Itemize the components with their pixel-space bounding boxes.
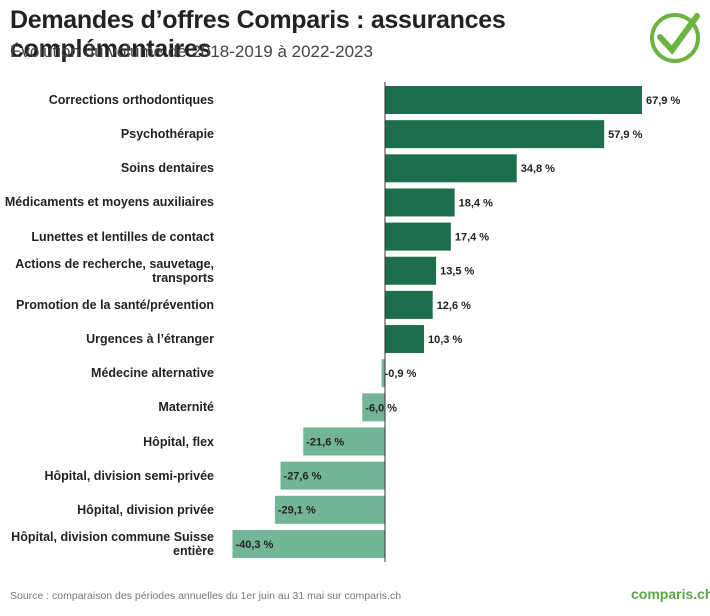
value-label: 18,4 % — [459, 197, 493, 209]
logo: comparis.ch — [631, 586, 710, 602]
bar — [362, 393, 385, 422]
chart-title: Demandes d’offres Comparis : assurances … — [10, 6, 506, 63]
category-label: Hôpital, flex — [143, 434, 214, 449]
value-label: 17,4 % — [455, 232, 489, 244]
category-label: Psychothérapie — [120, 127, 214, 142]
value-label: -29,1 % — [278, 505, 316, 517]
category-label: Hôpital, division privée — [77, 502, 214, 517]
value-label: -0,9 % — [385, 368, 417, 380]
bar — [385, 325, 424, 354]
value-label: 10,3 % — [428, 334, 462, 346]
category-label: Hôpital, division semi-privée — [44, 468, 215, 483]
value-label: -40,3 % — [235, 539, 273, 551]
value-label: 34,8 % — [521, 163, 555, 175]
value-label: -27,6 % — [284, 471, 322, 483]
category-label: Soins dentaires — [120, 161, 214, 176]
bar — [232, 529, 385, 558]
value-label: -21,6 % — [306, 436, 344, 448]
category-label: Promotion de la santé/prévention — [16, 297, 214, 312]
bar — [381, 359, 385, 388]
category-label: Actions de recherche, sauvetage, transpo… — [15, 256, 214, 285]
category-label: Médecine alternative — [91, 366, 214, 381]
value-label: -6,0 % — [365, 402, 397, 414]
category-label: Médicaments et moyens auxiliaires — [4, 195, 214, 210]
value-label: 12,6 % — [437, 300, 471, 312]
category-label: Hôpital, division commune Suisse entière — [11, 529, 214, 558]
bar — [385, 154, 517, 183]
category-label: Corrections orthodontiques — [48, 93, 214, 107]
category-label: Lunettes et lentilles de contact — [31, 229, 214, 244]
bar — [385, 86, 643, 114]
bar — [385, 120, 605, 149]
value-label: 57,9 % — [608, 129, 642, 141]
category-label: Urgences à l’étranger — [86, 332, 214, 347]
logo-check — [650, 13, 700, 63]
bar — [303, 427, 385, 456]
bar — [385, 290, 433, 319]
value-label: 67,9 % — [646, 95, 680, 107]
category-label: Maternité — [158, 400, 214, 415]
bar — [274, 495, 385, 524]
bar — [385, 256, 437, 285]
bar — [385, 188, 455, 217]
bar — [385, 222, 451, 251]
chart-subtitle: Évolution du volume de 2018-2019 à 2022-… — [10, 42, 373, 61]
source: Source : comparaison des périodes annuel… — [10, 590, 402, 602]
bar — [280, 461, 385, 490]
value-label: 13,5 % — [440, 266, 474, 278]
